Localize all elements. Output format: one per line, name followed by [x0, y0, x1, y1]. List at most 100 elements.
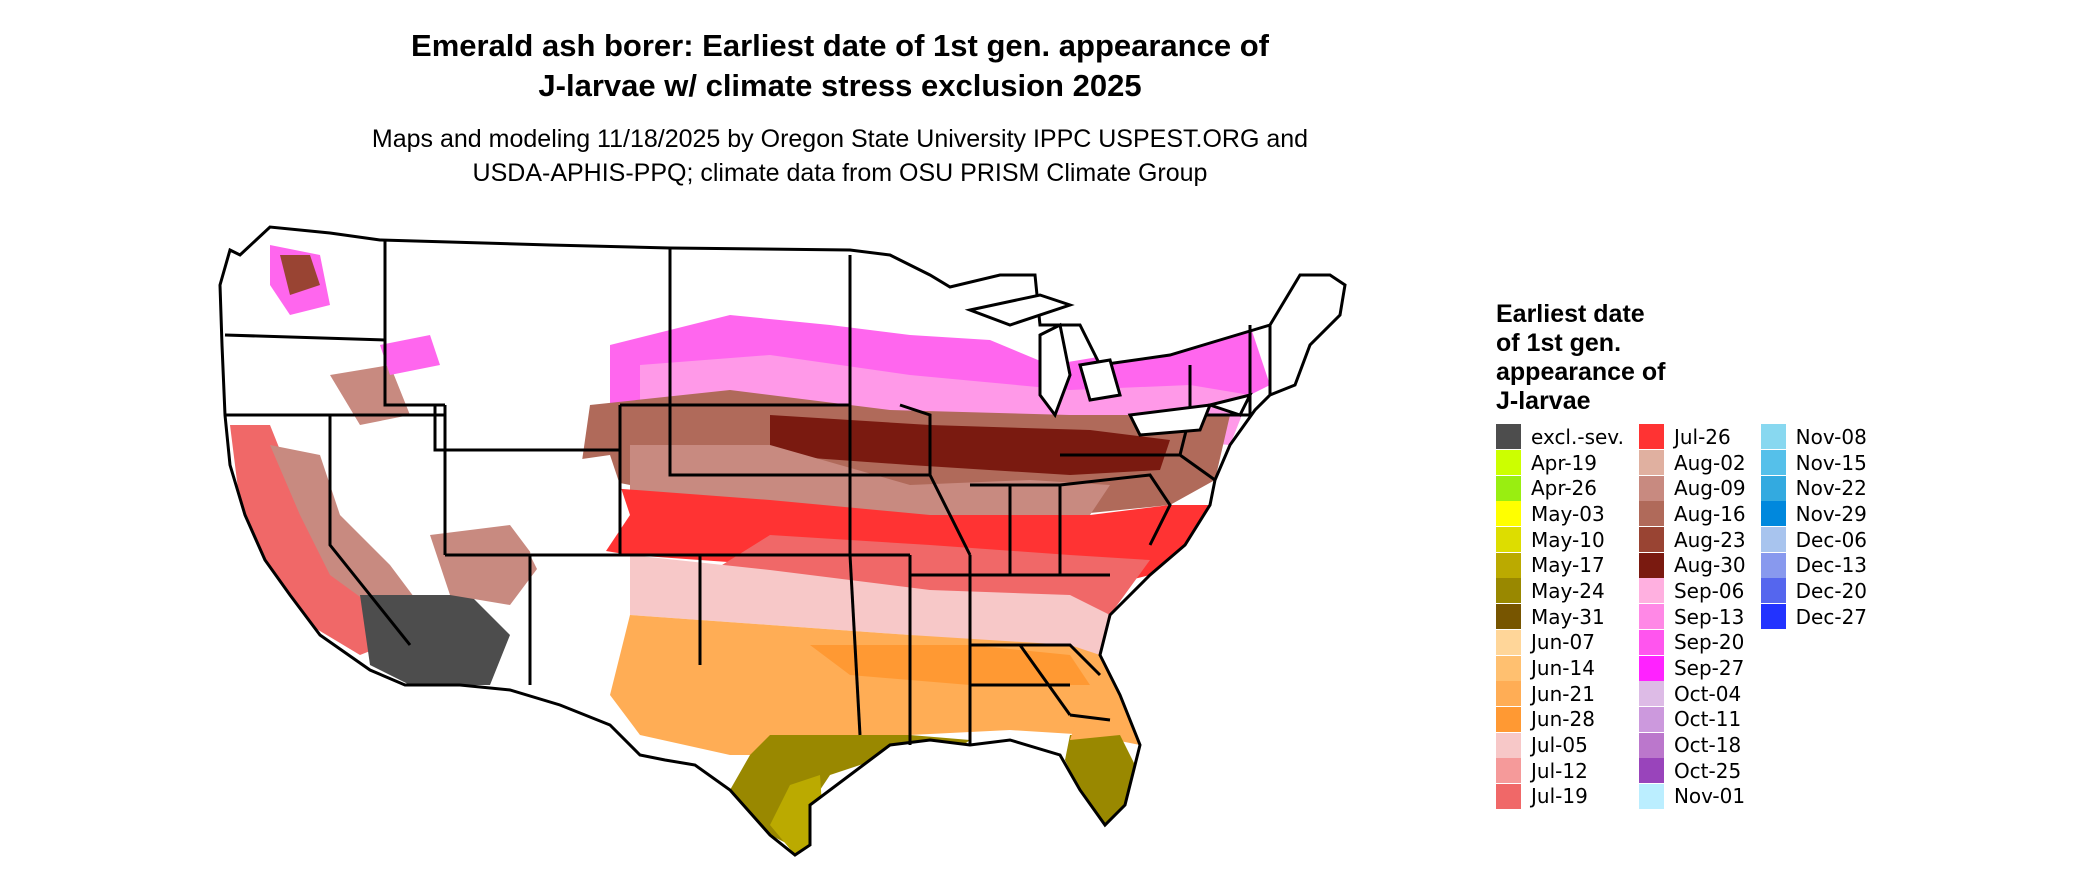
legend-label: Aug-16: [1673, 501, 1746, 526]
legend-label: Aug-30: [1673, 553, 1746, 578]
legend-item: Apr-26: [1496, 475, 1624, 501]
legend-item: Jun-28: [1496, 706, 1624, 733]
legend-item: Sep-13: [1638, 604, 1746, 630]
legend-title-line-4: J-larvae: [1496, 387, 1591, 415]
legend-item: Oct-18: [1638, 732, 1746, 758]
legend-label: Oct-04: [1673, 681, 1742, 706]
legend-swatch: [1638, 655, 1664, 681]
legend-item: Jul-12: [1496, 758, 1624, 784]
legend-label: May-10: [1531, 527, 1605, 552]
legend-label: Sep-20: [1673, 630, 1745, 655]
legend-swatch: [1638, 450, 1664, 476]
legend-item: May-10: [1496, 527, 1624, 553]
legend-swatch: [1496, 783, 1521, 809]
legend-swatch: [1496, 552, 1521, 578]
legend-swatch: [1760, 424, 1786, 450]
legend-swatch: [1496, 604, 1521, 630]
legend-label: Jun-14: [1531, 656, 1595, 681]
legend-item: Dec-27: [1760, 604, 1868, 630]
legend-swatch: [1638, 475, 1664, 501]
legend-item: Sep-20: [1638, 629, 1746, 656]
legend-swatch: [1638, 629, 1664, 655]
subtitle-line-2: USDA-APHIS-PPQ; climate data from OSU PR…: [472, 159, 1208, 187]
legend-title: Earliest date of 1st gen. appearance of …: [1496, 300, 1716, 416]
legend-item: Sep-06: [1638, 578, 1746, 604]
legend-title-line-2: of 1st gen.: [1496, 329, 1622, 357]
legend-item: Nov-29: [1760, 501, 1867, 527]
legend-label: Oct-25: [1673, 758, 1742, 783]
subtitle-line-1: Maps and modeling 11/18/2025 by Oregon S…: [371, 125, 1309, 153]
legend-item: Oct-25: [1638, 758, 1746, 784]
legend-swatch: [1496, 758, 1521, 784]
title-line-2: J-larvae w/ climate stress exclusion 202…: [538, 68, 1142, 103]
legend-item: Oct-11: [1638, 706, 1746, 733]
legend-swatch: [1496, 501, 1521, 527]
legend-item: Jun-07: [1496, 629, 1624, 656]
legend-title-line-3: appearance of: [1496, 358, 1666, 386]
legend-swatch: [1638, 552, 1664, 578]
legend-item: Sep-27: [1638, 655, 1746, 681]
legend-swatch: [1496, 527, 1521, 553]
legend-item: Nov-15: [1760, 450, 1867, 476]
legend-item: Nov-22: [1760, 475, 1867, 501]
legend-label: Oct-18: [1673, 733, 1742, 758]
legend-swatch: [1638, 501, 1664, 527]
legend-item: Jul-19: [1496, 783, 1624, 810]
legend-swatch: [1638, 604, 1664, 630]
legend-label: Dec-27: [1795, 604, 1868, 629]
legend-item: Dec-06: [1760, 527, 1868, 553]
legend-item: Jun-14: [1496, 655, 1624, 681]
legend-item: Aug-02: [1638, 450, 1746, 476]
legend-swatch: [1496, 629, 1521, 655]
legend-label: Dec-06: [1795, 527, 1868, 552]
legend-item: Oct-04: [1638, 681, 1746, 707]
legend-swatch: [1496, 475, 1521, 501]
legend-swatch: [1496, 424, 1521, 450]
legend-label: Jun-28: [1531, 707, 1595, 732]
legend-label: May-03: [1531, 501, 1605, 526]
legend-column: Jul-26 Aug-02 Aug-09 Aug-16 Aug-23 Aug-30 Sep-…: [1638, 424, 1746, 810]
legend-item: Aug-30: [1638, 552, 1746, 578]
legend-label: Sep-06: [1673, 578, 1745, 603]
legend-item: Dec-20: [1760, 578, 1867, 604]
map-subtitle: Maps and modeling 11/18/2025 by Oregon S…: [0, 122, 1680, 190]
legend-label: Jul-05: [1531, 733, 1588, 758]
legend-swatch: [1496, 655, 1521, 681]
state-boundaries: [218, 225, 1347, 857]
title-line-1: Emerald ash borer: Earliest date of 1st …: [411, 28, 1269, 63]
legend-label: May-31: [1531, 604, 1605, 629]
map-title: Emerald ash borer: Earliest date of 1st …: [0, 26, 1680, 106]
legend-swatch: [1760, 552, 1786, 578]
legend-label: May-17: [1531, 553, 1605, 578]
legend-swatch: [1760, 578, 1786, 604]
legend-label: Jul-26: [1673, 424, 1731, 449]
legend-swatch: [1760, 450, 1786, 476]
legend-item: Nov-08: [1760, 424, 1867, 450]
legend-item: Jul-26: [1638, 424, 1746, 450]
legend-swatch: [1638, 732, 1664, 758]
legend-swatch: [1496, 706, 1521, 732]
legend-label: Jun-07: [1531, 630, 1595, 655]
great-lakes: [964, 293, 1253, 437]
legend-item: May-31: [1496, 604, 1624, 630]
legend-item: May-03: [1496, 501, 1624, 527]
legend-label: Nov-29: [1795, 501, 1867, 526]
legend-label: Jul-12: [1531, 758, 1588, 783]
legend-label: Sep-27: [1673, 656, 1745, 681]
legend-label: excl.-sev.: [1531, 424, 1624, 449]
legend-label: Apr-26: [1531, 476, 1597, 501]
legend-item: Aug-09: [1638, 475, 1746, 501]
legend-label: Nov-22: [1795, 476, 1867, 501]
legend-swatch: [1638, 783, 1664, 809]
legend-label: Apr-19: [1531, 450, 1597, 475]
legend-item: Aug-16: [1638, 501, 1746, 527]
legend-swatch: [1496, 578, 1521, 604]
legend-swatch: [1638, 424, 1664, 450]
legend-column: Nov-08 Nov-15 Nov-22 Nov-29 Dec-06 Dec-13 Dec-…: [1760, 424, 1868, 809]
legend-label: Nov-01: [1673, 784, 1746, 809]
us-map: [218, 225, 1347, 857]
legend-item: Nov-01: [1638, 783, 1746, 810]
legend-swatch: [1760, 527, 1786, 553]
legend-label: Jul-19: [1531, 784, 1588, 809]
legend-label: Aug-09: [1673, 476, 1746, 501]
